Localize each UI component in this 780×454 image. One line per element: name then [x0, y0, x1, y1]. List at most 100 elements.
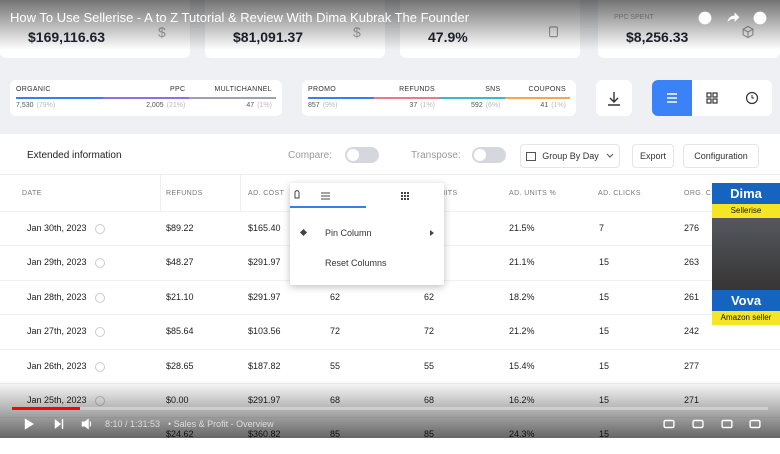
menu-item[interactable]: Reset Columns — [325, 258, 387, 268]
column-header: ORG. C — [684, 190, 712, 197]
cell: $21.10 — [166, 291, 194, 302]
progress-played — [12, 407, 80, 410]
cell: $89.22 — [166, 223, 194, 233]
segment-label: PPC — [170, 86, 186, 93]
control-icon[interactable] — [662, 417, 676, 431]
control-icon[interactable] — [720, 417, 734, 431]
cell: Jan 30th, 2023 — [27, 223, 87, 233]
segment-count: 592 — [471, 102, 483, 109]
configuration-button[interactable]: Configuration — [683, 144, 759, 168]
pin-icon — [299, 228, 308, 237]
cell: $85.64 — [166, 326, 194, 337]
cell: 263 — [684, 257, 700, 268]
bottom-shade — [0, 380, 780, 438]
cell: 55 — [330, 360, 341, 371]
grid-view-button[interactable] — [692, 80, 732, 116]
row-divider — [0, 314, 780, 316]
cell: 62 — [424, 291, 435, 302]
segment-pct: (79%) — [36, 102, 56, 109]
submenu-arrow — [430, 230, 434, 236]
group-by-text: Group By Day — [542, 151, 599, 161]
segment-value: 41 (1%) — [505, 102, 566, 109]
column-header: DATE — [22, 190, 42, 197]
cell: 21.1% — [509, 257, 535, 268]
cell: $28.65 — [166, 360, 194, 371]
cell: 15.4% — [509, 360, 535, 371]
segment-pct: (1%) — [257, 102, 272, 109]
list-view-button[interactable] — [652, 80, 692, 116]
compare-label: Compare: — [288, 150, 332, 161]
cell: Jan 28th, 2023 — [27, 291, 87, 302]
breakdown-card: PROMO 857 (9%) REFUNDS 37 (1%) SNS 592 (6%) COUPO… — [302, 80, 576, 116]
segment-count: 2,005 — [146, 102, 164, 109]
group-by-button[interactable]: Group By Day — [520, 144, 620, 168]
top-icon — [725, 10, 741, 26]
cell: $165.40 — [248, 223, 281, 233]
segment-value: 47 (1%) — [189, 102, 272, 109]
segment-count: 37 — [409, 102, 418, 109]
segment-value: 7,530 (79%) — [16, 102, 55, 109]
segment-value: 857 (9%) — [308, 102, 337, 109]
segment-label: PROMO — [308, 86, 336, 93]
segment-count: 41 — [540, 102, 549, 109]
cell: 15 — [599, 291, 610, 302]
cell: 15 — [599, 326, 610, 337]
panel-title: Extended information — [27, 150, 122, 161]
cell: $291.97 — [248, 257, 281, 268]
cell: 261 — [684, 291, 700, 302]
cell: 15 — [599, 360, 610, 371]
column-header: AD. UNITS % — [509, 190, 557, 197]
video-chapter: • Sales & Profit - Overview — [168, 419, 274, 429]
segment-value: 37 (1%) — [374, 102, 435, 109]
cell: 72 — [330, 326, 341, 337]
cell: 276 — [684, 223, 700, 233]
top-icon — [752, 10, 768, 26]
segment-bar — [373, 97, 439, 99]
segment-pct: (6%) — [485, 102, 501, 109]
segment-label: ORGANIC — [16, 86, 51, 93]
segment-label: MULTICHANNEL — [214, 86, 272, 93]
cell: 72 — [424, 326, 435, 337]
segment-bar — [16, 97, 103, 99]
control-icon[interactable] — [748, 417, 762, 431]
menu-item[interactable]: Pin Column — [325, 228, 372, 238]
date-info-icon — [95, 292, 105, 303]
date-info-icon — [95, 327, 105, 338]
segment-count: 7,530 — [16, 102, 34, 109]
segment-count: 47 — [246, 102, 255, 109]
date-info-icon — [95, 224, 105, 234]
column-header: AD. COST — [248, 190, 285, 197]
export-button[interactable]: Export — [632, 144, 674, 168]
top-icon — [697, 10, 713, 26]
date-info-icon — [95, 361, 105, 372]
column-header: NITS — [440, 190, 458, 197]
volume-button[interactable] — [80, 417, 94, 431]
date-info-icon — [95, 258, 105, 269]
download-button[interactable] — [596, 80, 632, 116]
cell: 55 — [424, 360, 435, 371]
segment-value: 592 (6%) — [439, 102, 501, 109]
cell: $291.97 — [248, 291, 281, 302]
segment-pct: (9%) — [322, 102, 338, 109]
cell: 7 — [599, 223, 605, 233]
video-time: 8:10 / 1:31:53 — [105, 419, 161, 429]
compare-toggle[interactable] — [345, 147, 379, 163]
transpose-toggle[interactable] — [472, 147, 506, 163]
cell: 21.5% — [509, 223, 535, 233]
column-menu: Pin Column Reset Columns — [290, 183, 444, 285]
cell: 277 — [684, 360, 700, 371]
row-divider — [0, 348, 780, 350]
play-button[interactable] — [22, 417, 36, 431]
cell: 15 — [599, 257, 610, 268]
cell: $48.27 — [166, 257, 194, 268]
segment-value: 2,005 (21%) — [103, 102, 186, 109]
segment-bar — [439, 97, 505, 99]
control-icon[interactable] — [691, 417, 705, 431]
transpose-label: Transpose: — [411, 150, 461, 161]
cell: $103.56 — [248, 326, 281, 337]
history-view-button[interactable] — [732, 80, 772, 116]
segment-pct: (21%) — [166, 102, 186, 109]
next-button[interactable] — [52, 417, 66, 431]
segment-label: COUPONS — [528, 86, 566, 93]
segment-count: 857 — [308, 102, 320, 109]
